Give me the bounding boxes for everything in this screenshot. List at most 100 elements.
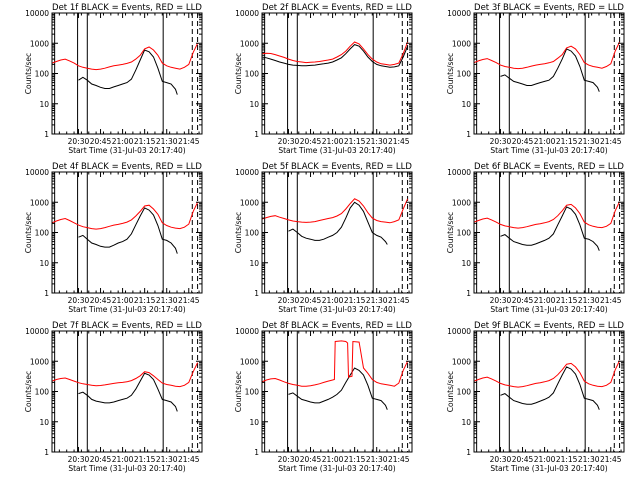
detector-panel-2: Det 2f BLACK = Events, RED = LLD 1 10 100 10… [234,3,413,155]
events-series-line [500,206,600,251]
x-tick-label: 20:45 [512,137,534,146]
x-axis-label: Start Time (31-Jul-03 20:17:40) [278,305,395,314]
panel-title: Det 2f BLACK = Events, RED = LLD [262,3,412,13]
x-tick-label: 20:45 [512,296,534,305]
y-tick-label: 10000 [447,327,471,336]
events-series-line [262,44,409,68]
x-tick-label: 20:30 [490,455,512,464]
x-tick-label: 20:45 [512,455,534,464]
y-tick-label: 10000 [25,327,49,336]
y-tick-label: 100 [245,229,260,238]
detector-panel-8: Det 8f BLACK = Events, RED = LLD 1 10 100 10… [234,321,413,473]
y-tick-label: 10 [249,259,259,268]
y-axis-label: Counts/sec [446,53,455,94]
plot-frame [51,171,203,294]
y-tick-label: 10000 [447,9,471,18]
y-tick-label: 100 [35,229,50,238]
y-tick-label: 1 [254,130,259,139]
x-tick-label: 20:30 [278,137,300,146]
lld-series-line [52,202,199,230]
x-tick-label: 20:45 [90,455,112,464]
y-tick-label: 1 [44,130,49,139]
x-axis-label: Start Time (31-Jul-03 20:17:40) [68,464,185,473]
panel-title: Det 8f BLACK = Events, RED = LLD [262,321,412,331]
y-tick-label: 100 [35,70,50,79]
y-tick-label: 10 [39,259,49,268]
x-tick-label: 21:00 [322,455,344,464]
x-tick-label: 20:45 [300,296,322,305]
x-tick-label: 21:45 [600,296,622,305]
y-tick-label: 10 [39,418,49,427]
x-tick-label: 20:45 [90,137,112,146]
y-tick-label: 10 [461,418,471,427]
y-axis-label: Counts/sec [234,371,243,412]
y-tick-label: 100 [457,229,472,238]
plot-frame [473,171,625,294]
y-tick-label: 1000 [30,357,49,366]
y-tick-label: 10 [461,100,471,109]
detector-panel-5: Det 5f BLACK = Events, RED = LLD 1 10 100 10… [234,162,413,314]
x-tick-label: 21:45 [178,137,200,146]
panel-title: Det 3f BLACK = Events, RED = LLD [474,3,624,13]
panel-title: Det 4f BLACK = Events, RED = LLD [52,162,202,172]
events-series-line [78,372,178,412]
y-tick-label: 10000 [235,168,259,177]
lld-series-line [474,41,621,70]
lld-series-line [52,362,199,388]
x-tick-label: 21:15 [556,455,578,464]
x-tick-label: 21:15 [344,137,366,146]
x-tick-label: 20:30 [68,455,90,464]
y-tick-label: 1000 [452,198,471,207]
events-series-line [500,366,600,410]
panel-title: Det 9f BLACK = Events, RED = LLD [474,321,624,331]
x-tick-label: 21:30 [578,455,600,464]
y-tick-label: 10000 [25,168,49,177]
x-tick-label: 21:15 [134,296,156,305]
y-tick-label: 10 [249,100,259,109]
y-tick-label: 10 [461,259,471,268]
x-axis-label: Start Time (31-Jul-03 20:17:40) [490,464,607,473]
y-axis-label: Counts/sec [446,371,455,412]
plot-frame [51,330,203,453]
x-tick-label: 21:00 [534,455,556,464]
y-tick-label: 10 [39,100,49,109]
x-tick-label: 21:00 [112,455,134,464]
panel-title: Det 6f BLACK = Events, RED = LLD [474,162,624,172]
x-tick-label: 20:30 [490,296,512,305]
y-tick-label: 100 [245,70,260,79]
lld-series-line [52,43,199,71]
y-tick-label: 10000 [235,9,259,18]
y-tick-label: 1 [44,448,49,457]
x-tick-label: 21:30 [366,455,388,464]
y-axis-label: Counts/sec [24,371,33,412]
x-tick-label: 21:00 [322,137,344,146]
y-axis-label: Counts/sec [24,212,33,253]
y-axis-label: Counts/sec [234,53,243,94]
x-tick-label: 20:45 [90,296,112,305]
y-tick-label: 1000 [30,198,49,207]
x-tick-label: 20:30 [490,137,512,146]
panel-title: Det 7f BLACK = Events, RED = LLD [52,321,202,331]
x-tick-label: 21:15 [134,455,156,464]
x-tick-label: 21:45 [388,455,410,464]
detector-panel-6: Det 6f BLACK = Events, RED = LLD 1 10 100 10… [446,162,625,314]
y-tick-label: 1000 [240,357,259,366]
x-tick-label: 21:00 [534,296,556,305]
y-axis-label: Counts/sec [234,212,243,253]
y-tick-label: 1000 [30,39,49,48]
x-axis-label: Start Time (31-Jul-03 20:17:40) [490,146,607,155]
plot-frame [261,12,413,135]
x-tick-label: 21:00 [112,296,134,305]
x-tick-label: 21:00 [112,137,134,146]
x-tick-label: 21:00 [534,137,556,146]
lld-series-line [474,201,621,229]
lld-series-line [262,41,409,66]
x-tick-label: 21:15 [344,296,366,305]
x-tick-label: 20:30 [278,455,300,464]
plot-frame [473,12,625,135]
y-tick-label: 1000 [240,39,259,48]
x-axis-label: Start Time (31-Jul-03 20:17:40) [490,305,607,314]
detector-panel-9: Det 9f BLACK = Events, RED = LLD 1 10 100 10… [446,321,625,473]
y-tick-label: 10000 [447,168,471,177]
